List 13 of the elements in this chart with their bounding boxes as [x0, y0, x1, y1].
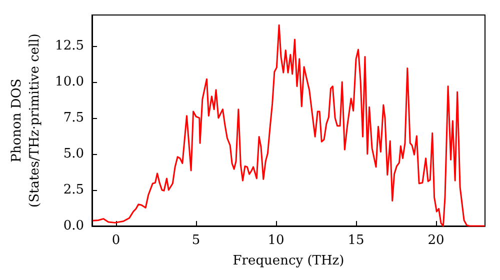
x-axis-title: Frequency (THz) — [232, 253, 344, 268]
y-axis-title: Phonon DOS (States/THz·primitive cell) — [10, 33, 43, 208]
y-tick-label: 0.0 — [63, 218, 84, 234]
y-tick-label: 5.0 — [63, 146, 84, 162]
x-tick-label: 10 — [268, 233, 284, 248]
y-tick-label: 2.5 — [63, 182, 84, 198]
x-tick-label: 5 — [192, 233, 200, 248]
x-tick-label: 20 — [428, 233, 444, 248]
x-tick-label: 15 — [348, 233, 364, 248]
y-tick-label: 12.5 — [55, 38, 84, 54]
y-tick-label: 10.0 — [55, 74, 84, 90]
y-tick-label: 7.5 — [63, 110, 84, 126]
x-tick-label: 0 — [112, 233, 120, 248]
